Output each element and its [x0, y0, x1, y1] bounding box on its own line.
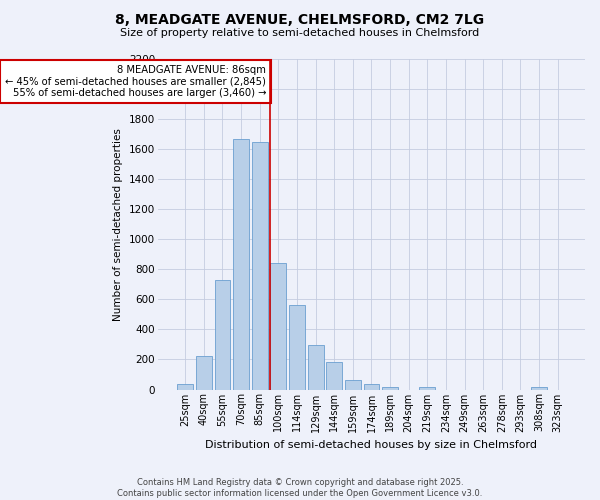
Bar: [364, 384, 379, 390]
Bar: [345, 380, 361, 390]
Bar: [196, 356, 212, 390]
Bar: [233, 138, 249, 390]
Bar: [326, 362, 342, 390]
Y-axis label: Number of semi-detached properties: Number of semi-detached properties: [113, 128, 124, 320]
Bar: [308, 345, 323, 390]
Bar: [178, 384, 193, 390]
Bar: [271, 262, 286, 390]
Text: 8, MEADGATE AVENUE, CHELMSFORD, CM2 7LG: 8, MEADGATE AVENUE, CHELMSFORD, CM2 7LG: [115, 12, 485, 26]
Bar: [215, 280, 230, 390]
Bar: [382, 386, 398, 390]
Bar: [531, 386, 547, 390]
Bar: [252, 142, 268, 390]
Bar: [419, 386, 435, 390]
Text: Size of property relative to semi-detached houses in Chelmsford: Size of property relative to semi-detach…: [121, 28, 479, 38]
X-axis label: Distribution of semi-detached houses by size in Chelmsford: Distribution of semi-detached houses by …: [205, 440, 538, 450]
Text: Contains HM Land Registry data © Crown copyright and database right 2025.
Contai: Contains HM Land Registry data © Crown c…: [118, 478, 482, 498]
Bar: [289, 306, 305, 390]
Text: 8 MEADGATE AVENUE: 86sqm
← 45% of semi-detached houses are smaller (2,845)
55% o: 8 MEADGATE AVENUE: 86sqm ← 45% of semi-d…: [5, 65, 266, 98]
